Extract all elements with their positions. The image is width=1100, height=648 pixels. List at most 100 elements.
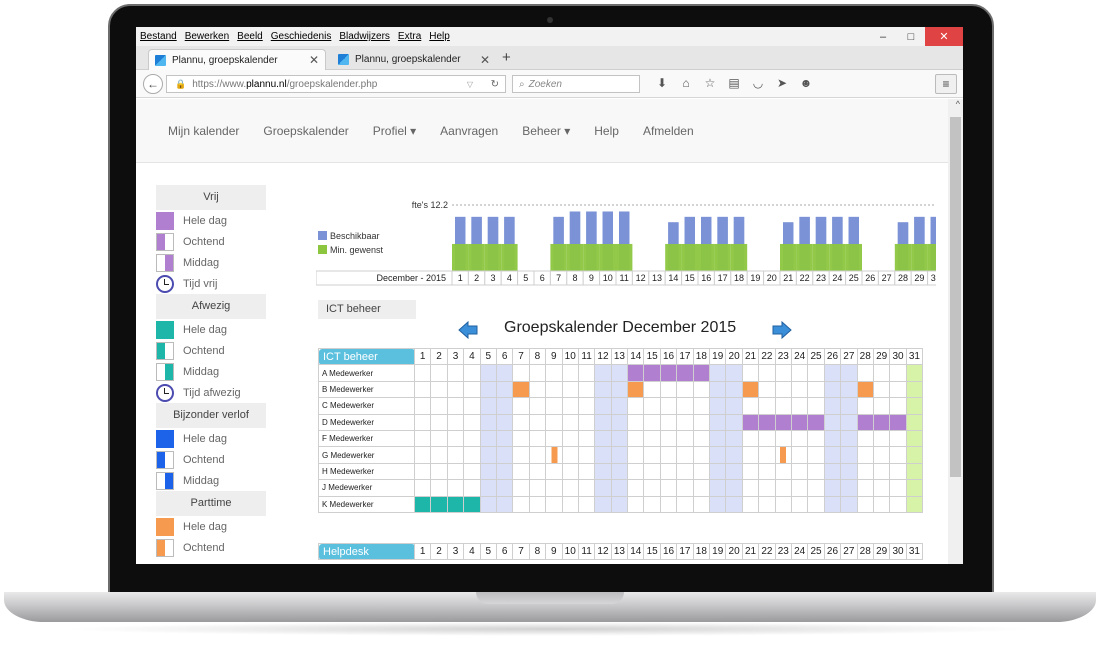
day-cell[interactable] bbox=[594, 380, 612, 399]
day-cell[interactable] bbox=[905, 380, 924, 399]
day-cell[interactable] bbox=[856, 364, 874, 382]
day-cell[interactable] bbox=[577, 462, 596, 481]
day-cell[interactable] bbox=[676, 397, 694, 415]
day-cell[interactable] bbox=[709, 413, 727, 431]
day-cell[interactable] bbox=[692, 413, 711, 431]
day-cell[interactable] bbox=[758, 495, 776, 513]
tab-groepskalender[interactable]: Plannu, groepskalender ✕ bbox=[332, 49, 496, 70]
day-cell[interactable] bbox=[577, 413, 596, 431]
day-cell[interactable] bbox=[823, 495, 842, 513]
day-cell[interactable] bbox=[872, 397, 891, 415]
day-cell-parttime[interactable] bbox=[856, 380, 874, 399]
day-cell[interactable] bbox=[905, 429, 924, 448]
day-cell[interactable] bbox=[446, 380, 465, 399]
day-cell[interactable] bbox=[561, 429, 579, 448]
day-cell[interactable] bbox=[790, 495, 809, 513]
day-cell[interactable] bbox=[430, 479, 448, 497]
day-cell[interactable] bbox=[512, 429, 530, 448]
day-cell[interactable] bbox=[692, 462, 711, 481]
day-cell[interactable] bbox=[545, 413, 563, 431]
reload-icon[interactable]: ↻ bbox=[490, 78, 499, 90]
day-cell-vrij[interactable] bbox=[659, 364, 678, 382]
day-cell[interactable] bbox=[495, 413, 514, 431]
day-cell-parttime-half[interactable] bbox=[545, 446, 563, 464]
day-cell[interactable] bbox=[692, 380, 711, 399]
day-cell[interactable] bbox=[627, 429, 645, 448]
day-cell[interactable] bbox=[463, 429, 481, 448]
day-cell[interactable] bbox=[905, 364, 924, 382]
day-cell[interactable] bbox=[807, 479, 825, 497]
day-cell[interactable] bbox=[823, 380, 842, 399]
day-cell[interactable] bbox=[545, 364, 563, 382]
day-cell[interactable] bbox=[774, 380, 792, 399]
day-cell[interactable] bbox=[758, 462, 776, 481]
day-cell-vrij[interactable] bbox=[627, 364, 645, 382]
minimize-icon[interactable]: – bbox=[879, 30, 887, 43]
menu-help[interactable]: Help bbox=[429, 31, 450, 42]
day-cell[interactable] bbox=[659, 462, 678, 481]
day-cell[interactable] bbox=[545, 380, 563, 399]
day-cell[interactable] bbox=[446, 479, 465, 497]
day-cell[interactable] bbox=[758, 397, 776, 415]
day-cell[interactable] bbox=[905, 495, 924, 513]
day-cell[interactable] bbox=[479, 495, 497, 513]
day-cell[interactable] bbox=[495, 380, 514, 399]
url-bar[interactable]: 🔒 https://www. plannu.nl/groepskalender.p… bbox=[166, 75, 506, 93]
day-cell-parttime-half[interactable] bbox=[774, 446, 792, 464]
day-cell-vrij[interactable] bbox=[856, 413, 874, 431]
day-cell[interactable] bbox=[823, 413, 842, 431]
day-cell-vrij[interactable] bbox=[790, 413, 809, 431]
day-cell[interactable] bbox=[790, 397, 809, 415]
day-cell[interactable] bbox=[905, 479, 924, 497]
day-cell[interactable] bbox=[905, 462, 924, 481]
day-cell[interactable] bbox=[413, 413, 432, 431]
day-cell[interactable] bbox=[676, 479, 694, 497]
day-cell[interactable] bbox=[692, 397, 711, 415]
day-cell[interactable] bbox=[872, 495, 891, 513]
day-cell[interactable] bbox=[512, 397, 530, 415]
day-cell[interactable] bbox=[725, 479, 743, 497]
day-cell[interactable] bbox=[807, 364, 825, 382]
employee-name[interactable]: C Medewerker bbox=[318, 397, 415, 415]
day-cell[interactable] bbox=[430, 380, 448, 399]
day-cell-afwezig[interactable] bbox=[413, 495, 432, 513]
dropdown-icon[interactable]: ▽ bbox=[466, 79, 473, 89]
day-cell[interactable] bbox=[709, 446, 727, 464]
day-cell[interactable] bbox=[545, 479, 563, 497]
day-cell[interactable] bbox=[528, 495, 547, 513]
day-cell[interactable] bbox=[413, 446, 432, 464]
day-cell[interactable] bbox=[823, 462, 842, 481]
day-cell[interactable] bbox=[495, 495, 514, 513]
day-cell-vrij[interactable] bbox=[692, 364, 711, 382]
day-cell[interactable] bbox=[512, 413, 530, 431]
day-cell[interactable] bbox=[840, 495, 858, 513]
day-cell[interactable] bbox=[889, 446, 907, 464]
day-cell[interactable] bbox=[479, 380, 497, 399]
day-cell[interactable] bbox=[741, 429, 760, 448]
day-cell[interactable] bbox=[692, 479, 711, 497]
day-cell[interactable] bbox=[512, 479, 530, 497]
day-cell[interactable] bbox=[840, 413, 858, 431]
day-cell[interactable] bbox=[430, 413, 448, 431]
day-cell[interactable] bbox=[872, 364, 891, 382]
day-cell[interactable] bbox=[758, 364, 776, 382]
scrollbar-thumb[interactable] bbox=[950, 117, 961, 477]
day-cell[interactable] bbox=[446, 462, 465, 481]
day-cell[interactable] bbox=[512, 462, 530, 481]
new-tab-icon[interactable]: + bbox=[502, 49, 511, 66]
day-cell[interactable] bbox=[741, 446, 760, 464]
day-cell[interactable] bbox=[561, 364, 579, 382]
day-cell[interactable] bbox=[774, 429, 792, 448]
day-cell[interactable] bbox=[594, 446, 612, 464]
day-cell[interactable] bbox=[594, 479, 612, 497]
tab-close-icon[interactable]: ✕ bbox=[308, 53, 319, 67]
day-cell[interactable] bbox=[413, 429, 432, 448]
day-cell[interactable] bbox=[495, 364, 514, 382]
nav-mijn-kalender[interactable]: Mijn kalender bbox=[168, 123, 240, 138]
day-cell[interactable] bbox=[856, 479, 874, 497]
day-cell[interactable] bbox=[856, 429, 874, 448]
group-name[interactable]: Helpdesk bbox=[318, 542, 415, 561]
day-cell[interactable] bbox=[610, 479, 629, 497]
day-cell[interactable] bbox=[528, 364, 547, 382]
menu-bestand[interactable]: Bestand bbox=[140, 31, 177, 42]
